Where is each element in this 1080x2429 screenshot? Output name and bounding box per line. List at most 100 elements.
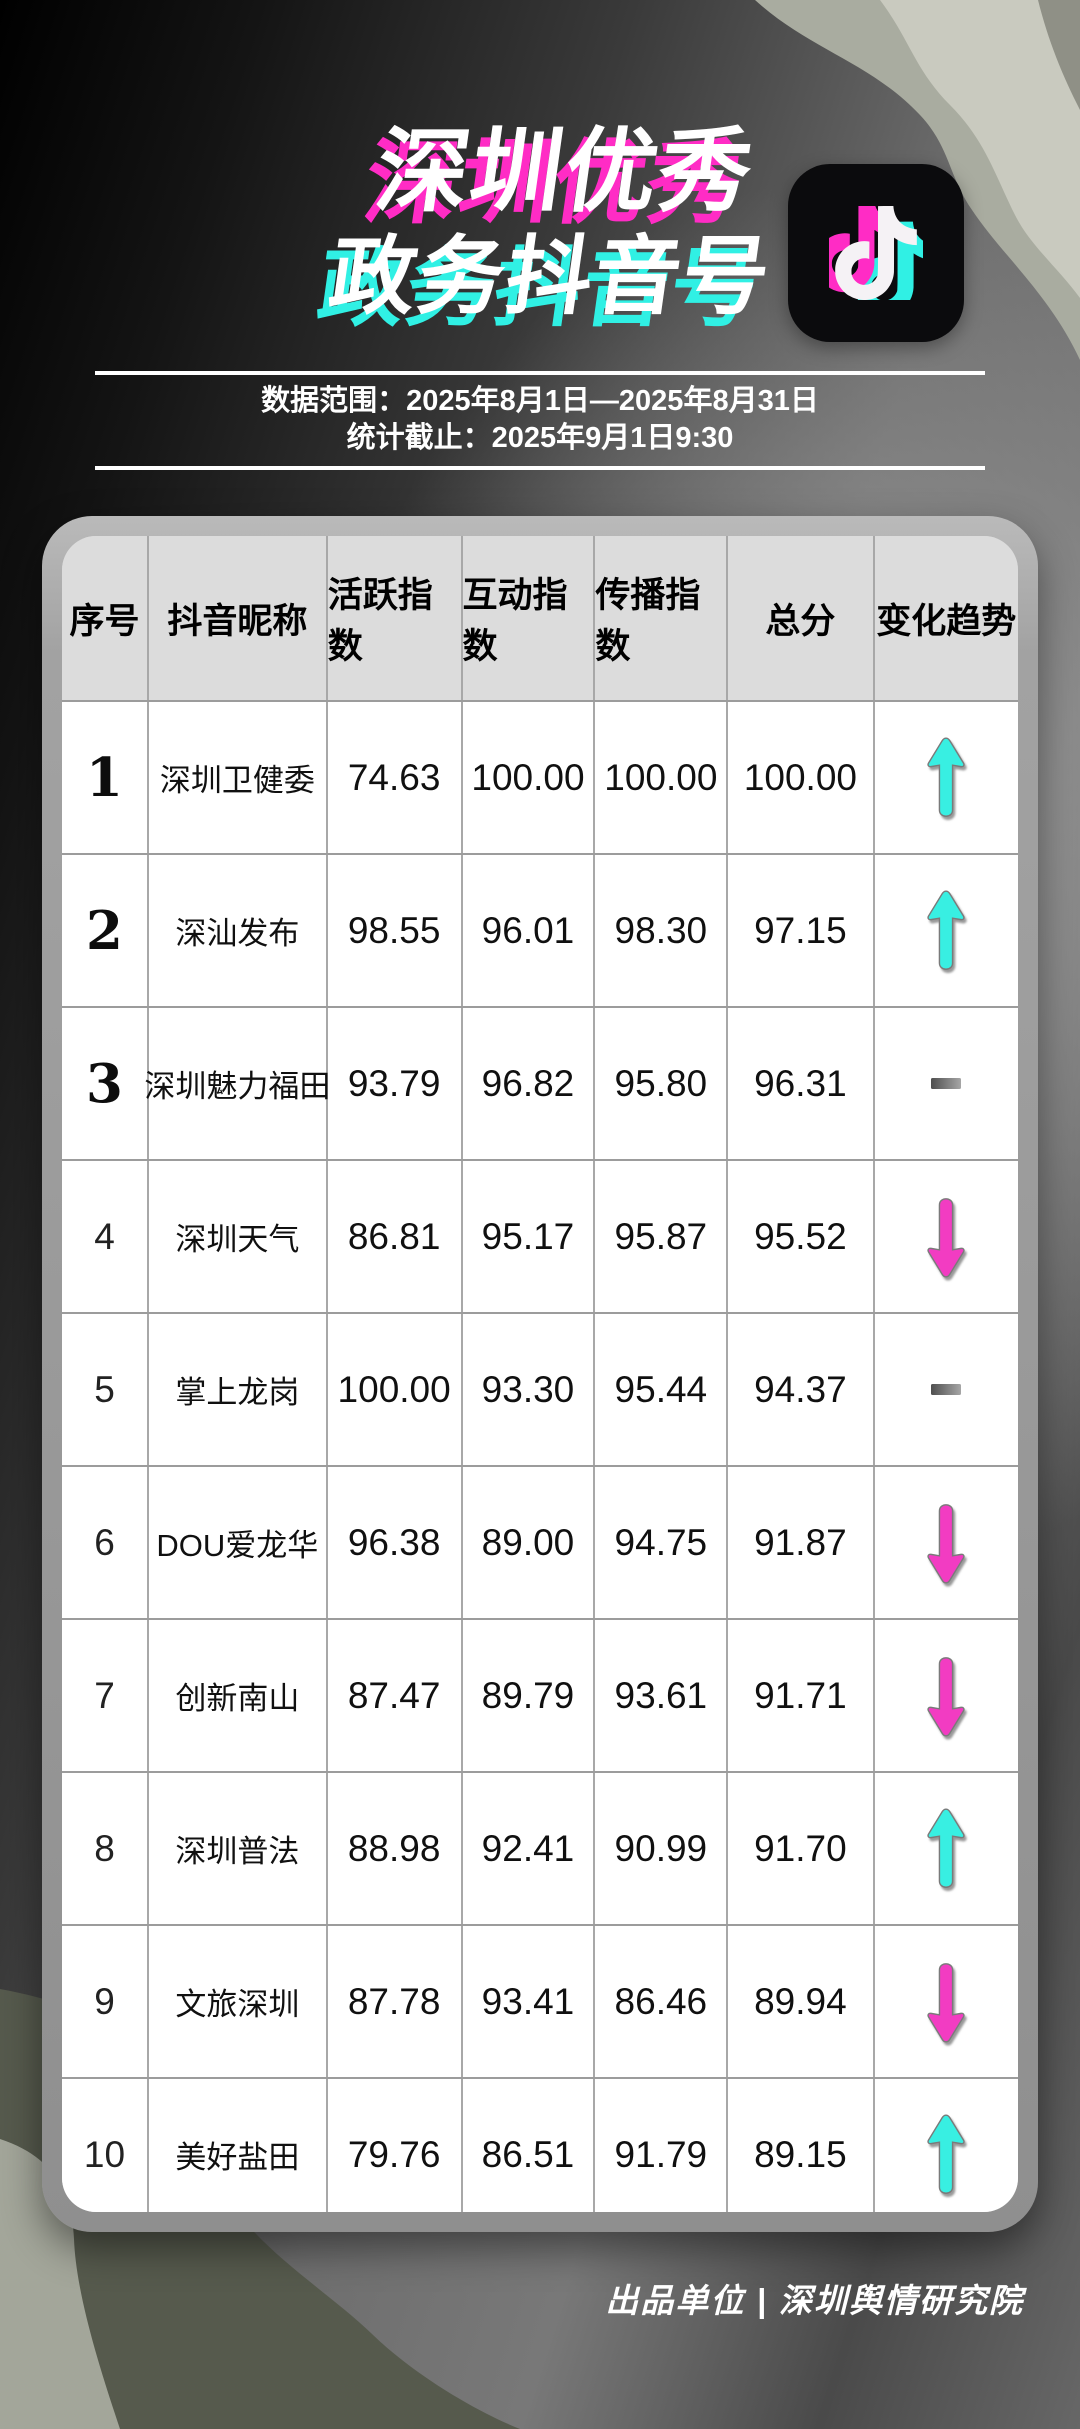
spread-index-cell: 90.99 <box>595 1773 729 1924</box>
nickname-cell: 美好盐田 <box>149 2079 328 2212</box>
ranking-table-card: 序号 抖音昵称 活跃指数 互动指数 传播指数 总分 变化趋势 1 深圳卫健委 74.63 100.… <box>42 516 1038 2232</box>
nickname-cell: 深汕发布 <box>149 855 328 1006</box>
trend-cell <box>875 1773 1018 1924</box>
column-header-3: 互动指数 <box>463 536 596 700</box>
active-index-cell: 100.00 <box>328 1314 463 1465</box>
interact-index-cell: 86.51 <box>463 2079 596 2212</box>
nickname-cell: 深圳普法 <box>149 1773 328 1924</box>
spread-index-cell: 94.75 <box>595 1467 729 1618</box>
nickname-cell: DOU爱龙华 <box>149 1467 328 1618</box>
column-header-0: 序号 <box>62 536 149 700</box>
trend-cell <box>875 2079 1018 2212</box>
spread-index-cell: 95.87 <box>595 1161 729 1312</box>
trend-up-icon <box>927 889 965 970</box>
trend-down-icon <box>927 1503 965 1584</box>
table-row-10: 10 美好盐田 79.76 86.51 91.79 89.15 <box>62 2077 1018 2212</box>
column-header-5: 总分 <box>728 536 875 700</box>
rank-cell: 1 <box>62 702 149 853</box>
total-score-cell: 97.15 <box>728 855 875 1006</box>
nickname-cell: 创新南山 <box>149 1620 328 1771</box>
total-score-cell: 94.37 <box>728 1314 875 1465</box>
interact-index-cell: 96.82 <box>463 1008 596 1159</box>
active-index-cell: 96.38 <box>328 1467 463 1618</box>
nickname-cell: 文旅深圳 <box>149 1926 328 2077</box>
active-index-cell: 86.81 <box>328 1161 463 1312</box>
spread-index-cell: 95.80 <box>595 1008 729 1159</box>
table-header-row: 序号 抖音昵称 活跃指数 互动指数 传播指数 总分 变化趋势 <box>62 536 1018 700</box>
interact-index-cell: 96.01 <box>463 855 596 1006</box>
rank-cell: 9 <box>62 1926 149 2077</box>
publisher-credit: 出品单位 | 深圳舆情研究院 <box>605 2282 1024 2319</box>
spread-index-cell: 98.30 <box>595 855 729 1006</box>
meta-strip: 数据范围：2025年8月1日—2025年8月31日 统计截止：2025年9月1日… <box>95 371 985 471</box>
table-row-5: 5 掌上龙岗 100.00 93.30 95.44 94.37 <box>62 1312 1018 1465</box>
column-header-1: 抖音昵称 <box>149 536 328 700</box>
table-row-6: 6 DOU爱龙华 96.38 89.00 94.75 91.87 <box>62 1465 1018 1618</box>
nickname-cell: 掌上龙岗 <box>149 1314 328 1465</box>
spread-index-cell: 86.46 <box>595 1926 729 2077</box>
trend-cell <box>875 855 1018 1006</box>
table-row-9: 9 文旅深圳 87.78 93.41 86.46 89.94 <box>62 1924 1018 2077</box>
total-score-cell: 96.31 <box>728 1008 875 1159</box>
total-score-cell: 89.94 <box>728 1926 875 2077</box>
trend-cell <box>875 1161 1018 1312</box>
interact-index-cell: 93.41 <box>463 1926 596 2077</box>
rank-cell: 5 <box>62 1314 149 1465</box>
table-row-3: 3 深圳魅力福田 93.79 96.82 95.80 96.31 <box>62 1006 1018 1159</box>
trend-up-icon <box>927 2113 965 2194</box>
interact-index-cell: 100.00 <box>463 702 596 853</box>
trend-up-icon <box>927 1807 965 1888</box>
trend-down-icon <box>927 1962 965 2043</box>
active-index-cell: 88.98 <box>328 1773 463 1924</box>
douyin-logo <box>788 164 964 342</box>
rank-cell: 2 <box>62 855 149 1006</box>
active-index-cell: 79.76 <box>328 2079 463 2212</box>
rank-cell: 3 <box>62 1008 149 1159</box>
rank-cell: 7 <box>62 1620 149 1771</box>
total-score-cell: 91.70 <box>728 1773 875 1924</box>
meta-date-range: 数据范围：2025年8月1日—2025年8月31日 <box>261 385 819 417</box>
nickname-cell: 深圳魅力福田 <box>144 1008 330 1159</box>
trend-cell <box>875 1926 1018 2077</box>
nickname-cell: 深圳卫健委 <box>149 702 328 853</box>
total-score-cell: 89.15 <box>728 2079 875 2212</box>
interact-index-cell: 89.00 <box>463 1467 596 1618</box>
spread-index-cell: 91.79 <box>595 2079 729 2212</box>
spread-index-cell: 95.44 <box>595 1314 729 1465</box>
column-header-6: 变化趋势 <box>876 601 1017 641</box>
active-index-cell: 93.79 <box>328 1008 463 1159</box>
trend-down-icon <box>927 1656 965 1737</box>
trend-cell <box>875 1008 1018 1159</box>
trend-cell <box>875 702 1018 853</box>
interact-index-cell: 93.30 <box>463 1314 596 1465</box>
interact-index-cell: 95.17 <box>463 1161 596 1312</box>
rank-cell: 10 <box>62 2079 149 2212</box>
rank-cell: 6 <box>62 1467 149 1618</box>
table-body: 1 深圳卫健委 74.63 100.00 100.00 100.00 2 深汕发布 98.55 9… <box>62 700 1018 2212</box>
nickname-cell: 深圳天气 <box>149 1161 328 1312</box>
interact-index-cell: 92.41 <box>463 1773 596 1924</box>
total-score-cell: 91.71 <box>728 1620 875 1771</box>
table-row-7: 7 创新南山 87.47 89.79 93.61 91.71 <box>62 1618 1018 1771</box>
table-row-2: 2 深汕发布 98.55 96.01 98.30 97.15 <box>62 853 1018 1006</box>
table-row-1: 1 深圳卫健委 74.63 100.00 100.00 100.00 <box>62 700 1018 853</box>
column-header-4: 传播指数 <box>595 536 729 700</box>
interact-index-cell: 89.79 <box>463 1620 596 1771</box>
table-row-4: 4 深圳天气 86.81 95.17 95.87 95.52 <box>62 1159 1018 1312</box>
meta-cutoff: 统计截止：2025年9月1日9:30 <box>346 422 734 455</box>
trend-cell <box>875 1314 1018 1465</box>
column-header-2: 活跃指数 <box>328 536 463 700</box>
trend-flat-icon <box>931 1384 962 1395</box>
total-score-cell: 100.00 <box>728 702 875 853</box>
trend-cell <box>875 1620 1018 1771</box>
total-score-cell: 95.52 <box>728 1161 875 1312</box>
spread-index-cell: 93.61 <box>595 1620 729 1771</box>
douyin-note-icon <box>829 206 923 300</box>
rank-cell: 4 <box>62 1161 149 1312</box>
spread-index-cell: 100.00 <box>595 702 729 853</box>
trend-cell <box>875 1467 1018 1618</box>
active-index-cell: 98.55 <box>328 855 463 1006</box>
trend-flat-icon <box>931 1078 962 1089</box>
table-row-8: 8 深圳普法 88.98 92.41 90.99 91.70 <box>62 1771 1018 1924</box>
